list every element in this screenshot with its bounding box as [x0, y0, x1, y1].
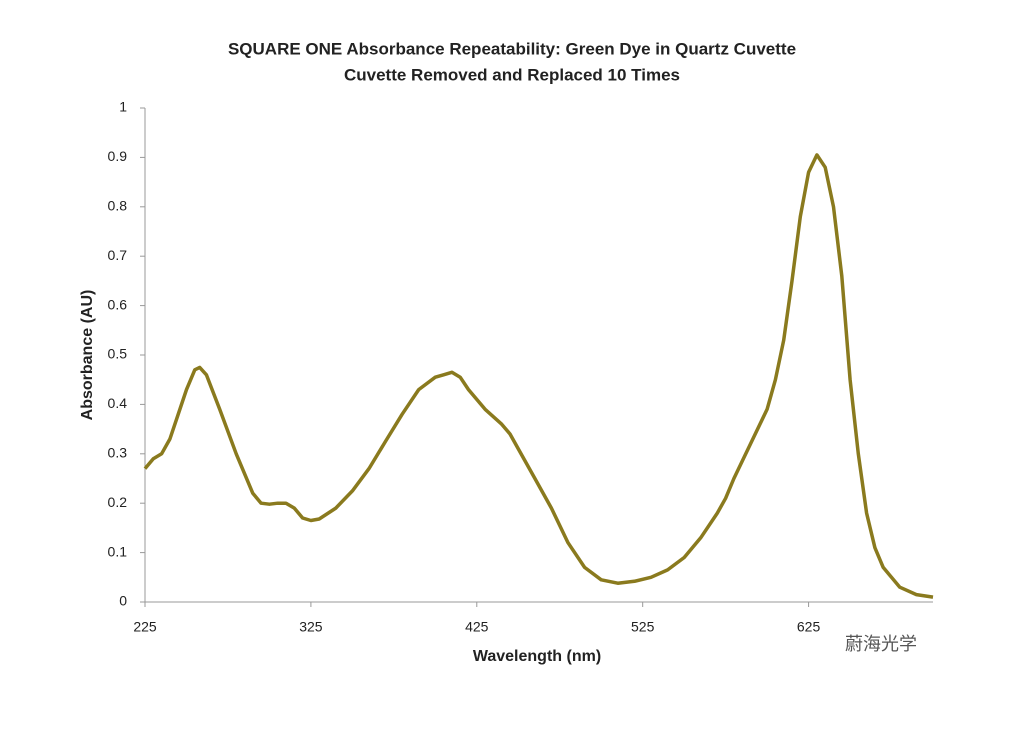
y-tick-label: 0.7 [108, 247, 128, 263]
y-tick-label: 0.8 [108, 198, 128, 214]
x-tick-label: 225 [133, 619, 157, 635]
watermark: 蔚海光学 [845, 634, 917, 654]
y-tick-label: 0.3 [108, 445, 128, 461]
chart-subtitle: Cuvette Removed and Replaced 10 Times [344, 65, 680, 84]
y-tick-label: 0.2 [108, 494, 128, 510]
data-line [143, 153, 934, 599]
y-axis-title: Absorbance (AU) [79, 290, 96, 421]
y-tick-label: 0.6 [108, 296, 128, 312]
x-tick-label: 525 [631, 619, 655, 635]
x-tick-label: 425 [465, 619, 489, 635]
chart-title: SQUARE ONE Absorbance Repeatability: Gre… [228, 39, 796, 58]
y-tick-label: 0 [119, 593, 127, 609]
y-tick-label: 0.5 [108, 346, 128, 362]
x-tick-label: 325 [299, 619, 323, 635]
y-tick-label: 0.1 [108, 543, 128, 559]
x-axis-title: Wavelength (nm) [473, 648, 601, 665]
y-tick-label: 1 [119, 99, 127, 115]
x-tick-label: 625 [797, 619, 821, 635]
y-tick-label: 0.9 [108, 148, 128, 164]
y-tick-label: 0.4 [108, 395, 128, 411]
